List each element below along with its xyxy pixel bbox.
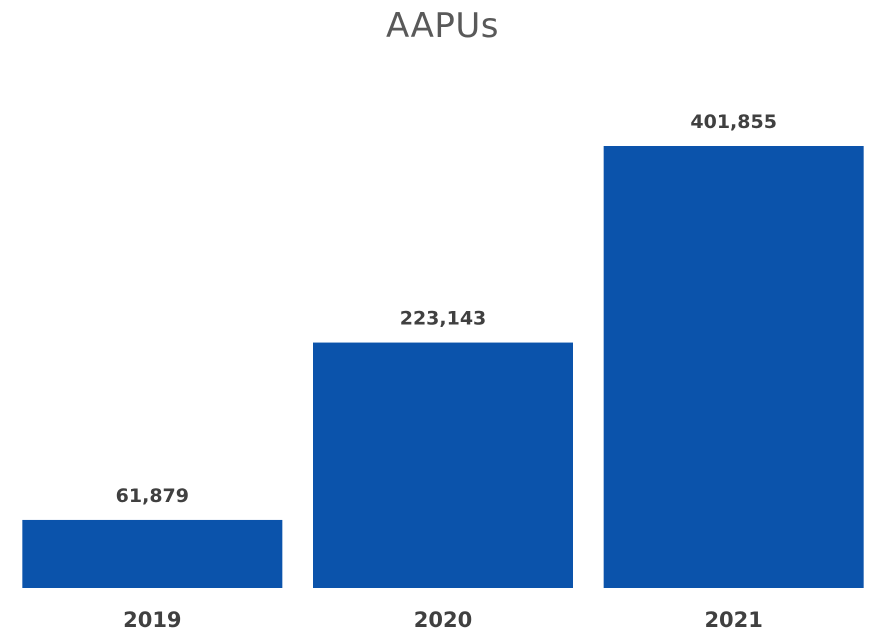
data-label-2021: 401,855	[690, 111, 777, 133]
x-tick-labels-group: 2019 2020 2021	[123, 608, 763, 632]
chart-title: AAPUs	[385, 6, 500, 46]
bar-2020	[313, 342, 573, 588]
bar-2021	[603, 146, 864, 588]
data-label-2019: 61,879	[116, 485, 189, 507]
x-tick-label-2019: 2019	[123, 608, 181, 632]
x-tick-label-2020: 2020	[414, 608, 472, 632]
data-label-2020: 223,143	[400, 308, 487, 330]
bars-group	[22, 146, 864, 588]
bar-2019	[22, 519, 283, 588]
data-labels-group: 61,879 223,143 401,855	[116, 111, 777, 507]
x-tick-label-2021: 2021	[704, 608, 762, 632]
